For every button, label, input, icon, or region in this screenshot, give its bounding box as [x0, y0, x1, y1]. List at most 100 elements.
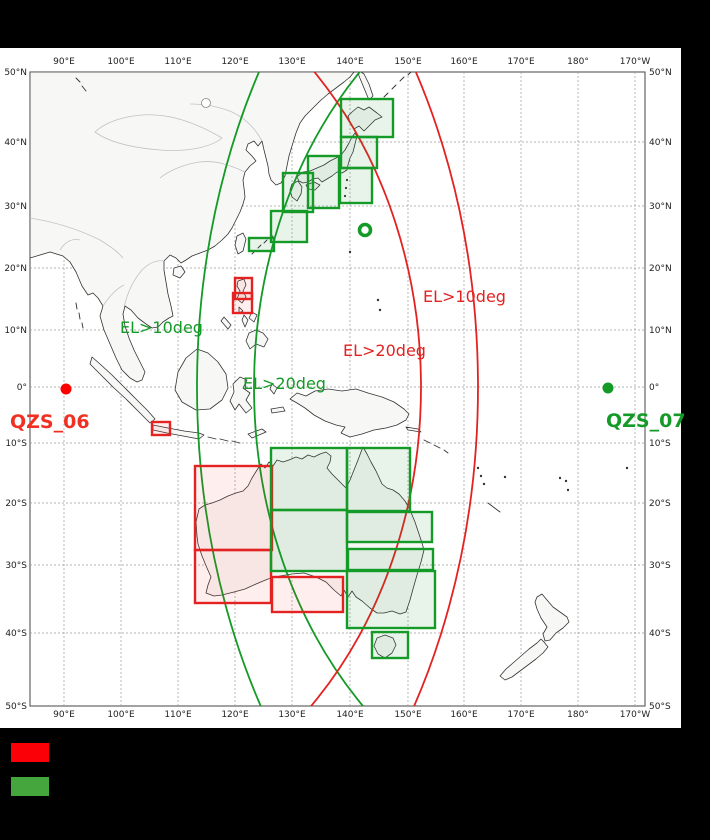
- lat-label-left-2: 30°N: [4, 202, 27, 212]
- ryukyu-islands: [251, 235, 274, 255]
- lon-label-bottom-0: 90°E: [53, 710, 75, 720]
- zone-kanto: [338, 166, 374, 205]
- label-qzs06: QZS_06: [10, 411, 90, 433]
- new-britain: [405, 426, 422, 433]
- zone-qld-south: [345, 510, 434, 544]
- lat-label-left-4: 10°N: [4, 326, 27, 336]
- lon-label-top-8: 170°E: [507, 57, 535, 67]
- lon-label-bottom-9: 180°: [567, 710, 589, 720]
- small-marks-north: [75, 77, 87, 92]
- country-borders: [30, 103, 263, 308]
- lat-label-right-9: 40°S: [649, 629, 671, 639]
- lat-label-left-9: 40°S: [5, 629, 27, 639]
- contour-QZS_07-EL>10deg: [196, 72, 262, 706]
- lon-label-top-9: 180°: [567, 57, 589, 67]
- lat-label-right-4: 10°N: [649, 326, 672, 336]
- zone-sakishima: [247, 236, 276, 253]
- lon-label-bottom-4: 130°E: [278, 710, 306, 720]
- lon-label-bottom-6: 150°E: [394, 710, 422, 720]
- mindanao: [245, 329, 269, 350]
- zone-north-honshu: [339, 135, 379, 170]
- lon-label-top-3: 120°E: [221, 57, 249, 67]
- sulawesi: [229, 376, 253, 414]
- lon-label-top-6: 150°E: [394, 57, 422, 67]
- lon-label-bottom-10: 170°W: [620, 710, 651, 720]
- lat-label-left-8: 30°S: [5, 561, 27, 571]
- andaman-islands: [75, 302, 84, 329]
- tasmania-island: [373, 634, 397, 659]
- label-el10-green: EL>10deg: [120, 318, 203, 337]
- honshu: [296, 132, 358, 184]
- zone-nsw-victoria: [345, 569, 437, 630]
- legend-swatch-green: [11, 777, 49, 796]
- zone-central-aus: [269, 508, 349, 573]
- zone-hokkaido: [339, 97, 395, 139]
- lon-label-top-10: 170°W: [620, 57, 651, 67]
- landmasses: [30, 72, 629, 681]
- label-qzs07: QZS_07: [606, 410, 686, 432]
- taiwan: [234, 232, 247, 255]
- kuril-islands: [383, 72, 412, 98]
- lat-label-left-7: 20°S: [5, 499, 27, 509]
- lat-label-right-10: 50°S: [649, 702, 671, 712]
- label-el20-red: EL>20deg: [343, 341, 426, 360]
- lat-label-right-3: 20°N: [649, 264, 672, 274]
- nz-south-island: [499, 638, 549, 681]
- satellite-dot-qzs_07: [602, 382, 614, 394]
- new-caledonia: [487, 502, 501, 513]
- lon-label-bottom-1: 100°E: [107, 710, 135, 720]
- lon-label-top-4: 130°E: [278, 57, 306, 67]
- lat-label-right-6: 10°S: [649, 439, 671, 449]
- label-el20-green: EL>20deg: [243, 374, 326, 393]
- java: [152, 424, 205, 440]
- contour-QZS_06-EL>20deg: [309, 72, 422, 706]
- zone-nw-australia: [193, 464, 274, 552]
- ring-marker: [357, 222, 373, 238]
- contour-QZS_06-EL>10deg: [413, 72, 479, 706]
- lat-label-left-6: 10°S: [5, 439, 27, 449]
- lat-label-left-1: 40°N: [4, 138, 27, 148]
- halmahera: [269, 383, 286, 414]
- lat-label-right-0: 50°N: [649, 68, 672, 78]
- lat-label-left-5: 0°: [17, 383, 27, 393]
- label-el10-red: EL>10deg: [423, 287, 506, 306]
- lon-label-top-5: 140°E: [336, 57, 364, 67]
- zone-luzon-south: [231, 291, 254, 315]
- satellite-markers: [60, 222, 614, 395]
- lat-label-right-1: 40°N: [649, 138, 672, 148]
- zone-java: [150, 420, 172, 437]
- lon-label-bottom-7: 160°E: [450, 710, 478, 720]
- timor: [247, 428, 267, 439]
- legend-swatch-red: [11, 743, 49, 762]
- zone-nt-australia: [269, 446, 349, 512]
- lat-label-left-10: 50°S: [5, 702, 27, 712]
- lat-label-right-7: 20°S: [649, 499, 671, 509]
- lat-label-left-0: 50°N: [4, 68, 27, 78]
- lat-label-left-3: 20°N: [4, 264, 27, 274]
- zone-s-australia: [270, 575, 345, 614]
- lon-label-top-0: 90°E: [53, 57, 75, 67]
- zone-kyushu: [281, 171, 315, 214]
- lake: [201, 98, 211, 108]
- lon-label-bottom-8: 170°E: [507, 710, 535, 720]
- zone-queensland: [345, 446, 412, 513]
- zone-tasmania: [370, 630, 410, 660]
- lesser-sunda: [207, 436, 241, 444]
- zone-nsw-north: [346, 547, 435, 572]
- satellite-dot-qzs_06: [60, 383, 72, 395]
- new-guinea: [289, 388, 410, 438]
- lat-label-right-2: 30°N: [649, 202, 672, 212]
- lat-label-right-5: 0°: [649, 383, 659, 393]
- asia-mainland: [30, 72, 355, 383]
- lon-label-top-2: 110°E: [164, 57, 192, 67]
- hainan: [172, 265, 186, 279]
- coverage-zones: [150, 97, 437, 660]
- zone-okinawa: [269, 209, 309, 244]
- lat-label-right-8: 30°S: [649, 561, 671, 571]
- zone-sw-australia: [193, 548, 273, 605]
- borneo: [174, 348, 229, 411]
- lon-label-bottom-3: 120°E: [221, 710, 249, 720]
